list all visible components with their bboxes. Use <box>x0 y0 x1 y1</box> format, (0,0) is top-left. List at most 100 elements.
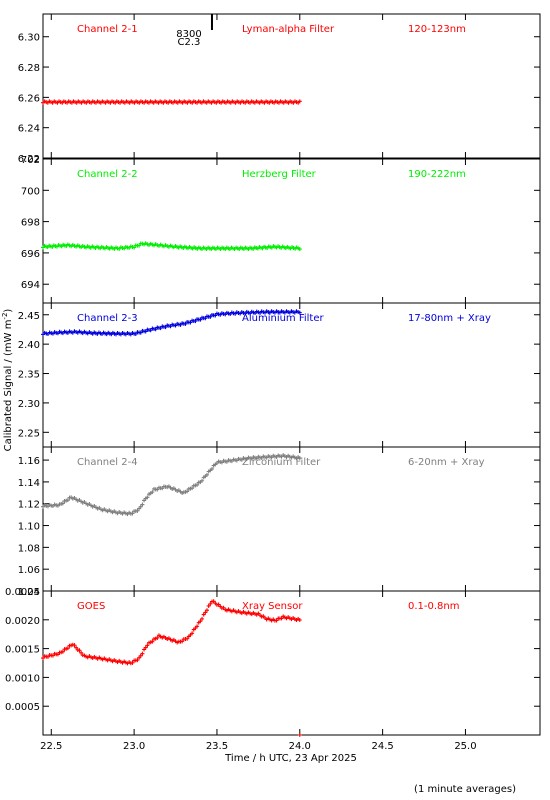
data-point <box>132 245 137 250</box>
series-4 <box>41 453 302 517</box>
channel-label: Channel 2-3 <box>77 313 138 324</box>
y-tick-label: 6.24 <box>18 124 40 135</box>
y-tick-label: 694 <box>21 280 40 291</box>
y-tick-label: 698 <box>21 218 40 229</box>
data-point <box>297 99 302 104</box>
y-tick-label: 1.04 <box>18 587 40 598</box>
data-point <box>180 639 185 644</box>
data-point <box>130 660 135 665</box>
data-point <box>190 486 195 491</box>
x-tick-label: 23.5 <box>206 741 228 752</box>
data-point <box>150 490 155 495</box>
filter-label: Aluminium Filter <box>242 313 325 324</box>
data-point <box>205 472 210 477</box>
data-point <box>79 650 84 655</box>
data-point <box>60 501 65 506</box>
y-tick-label: 6.22 <box>18 154 40 165</box>
panel-3: 2.25 2.30 2.35 2.40 2.45 Channel 2-3 Aluminium… <box>18 302 541 448</box>
panel-2: 694 696 698 700 702 Channel 2-2 Herzberg Filte… <box>21 155 541 304</box>
y-tick-label: 1.10 <box>18 522 40 533</box>
data-point <box>138 504 143 509</box>
end-marker <box>297 733 302 737</box>
data-point <box>155 635 160 640</box>
data-point <box>145 643 150 648</box>
panel-frame <box>42 13 541 159</box>
data-point <box>65 646 70 651</box>
data-point <box>201 612 206 617</box>
y-tick-label: 1.14 <box>18 478 40 489</box>
channel-label: Channel 2-1 <box>77 24 138 35</box>
y-tick-label: 6.26 <box>18 93 40 104</box>
data-point <box>137 243 142 248</box>
band-label: 120-123nm <box>408 24 466 35</box>
data-point <box>208 601 213 606</box>
data-point <box>209 466 214 471</box>
series-3 <box>41 309 302 337</box>
y-tick-label: 1.08 <box>18 543 40 554</box>
data-point <box>203 610 208 615</box>
x-tick-label: 25.0 <box>454 741 476 752</box>
series-2 <box>41 241 302 252</box>
marker-label-class: C2.3 <box>178 37 201 48</box>
data-point <box>190 631 195 636</box>
data-point <box>60 649 65 654</box>
filter-label: Herzberg Filter <box>242 169 317 180</box>
x-tick-label: 24.5 <box>371 741 393 752</box>
data-point <box>274 618 279 623</box>
data-point <box>200 616 205 621</box>
channel-label: Channel 2-4 <box>77 457 138 468</box>
y-tick-label: 1.06 <box>18 565 40 576</box>
data-point <box>185 636 190 641</box>
y-tick-label: 702 <box>21 155 40 166</box>
filter-label: Lyman-alpha Filter <box>242 24 335 35</box>
data-point <box>145 495 150 500</box>
y-tick-label: 2.35 <box>18 370 40 381</box>
band-label: 17-80nm + Xray <box>408 313 491 324</box>
data-point <box>206 603 211 608</box>
band-label: 6-20nm + Xray <box>408 457 485 468</box>
data-point <box>297 456 302 461</box>
data-point <box>143 645 148 650</box>
channel-label: GOES <box>77 601 105 612</box>
panel-frame <box>42 590 541 736</box>
data-point <box>200 478 205 483</box>
series-1 <box>41 99 302 105</box>
data-point <box>74 645 79 650</box>
y-tick-label: 2.40 <box>18 340 40 351</box>
data-point <box>77 648 82 653</box>
panel-5: 0.0005 0.0010 0.0015 0.0020 0.0025 GOES Xray S… <box>5 587 541 736</box>
y-tick-label: 696 <box>21 249 40 260</box>
panel-4: 1.04 1.06 1.08 1.10 1.12 1.14 1.16 Channel 2-4 Z… <box>18 446 541 598</box>
series-5 <box>41 599 302 666</box>
footnote: (1 minute averages) <box>414 784 516 795</box>
data-point <box>195 482 200 487</box>
channel-label: Channel 2-2 <box>77 169 138 180</box>
panel-frame <box>42 158 541 304</box>
y-axis-label: Calibrated Signal / (mW m-2) <box>1 309 14 452</box>
y-tick-label: 6.28 <box>18 63 40 74</box>
x-tick-label: 22.5 <box>40 741 62 752</box>
y-tick-label: 0.0015 <box>5 645 40 656</box>
data-point <box>140 502 145 507</box>
data-point <box>198 619 203 624</box>
panel-1: 6.22 6.24 6.26 6.28 6.30 Channel 2-1 Lyman-alp… <box>18 13 541 165</box>
data-point <box>150 639 155 644</box>
y-tick-label: 0.0020 <box>5 616 40 627</box>
x-tick-label: 24.0 <box>289 741 311 752</box>
x-tick-label: 23.0 <box>123 741 145 752</box>
y-tick-label: 1.16 <box>18 456 40 467</box>
data-point <box>297 247 302 252</box>
panel-frame <box>42 446 541 592</box>
data-point <box>279 616 284 621</box>
y-tick-label: 700 <box>21 186 40 197</box>
data-point <box>135 658 140 663</box>
y-tick-label: 0.0005 <box>5 702 40 713</box>
data-point <box>297 310 302 315</box>
data-point <box>205 608 210 613</box>
y-tick-label: 0.0025 <box>5 587 40 598</box>
data-point <box>130 511 135 516</box>
y-tick-label: 0.0010 <box>5 673 40 684</box>
panel-frame <box>42 302 541 448</box>
x-axis-label: Time / h UTC, 23 Apr 2025 <box>224 753 357 764</box>
